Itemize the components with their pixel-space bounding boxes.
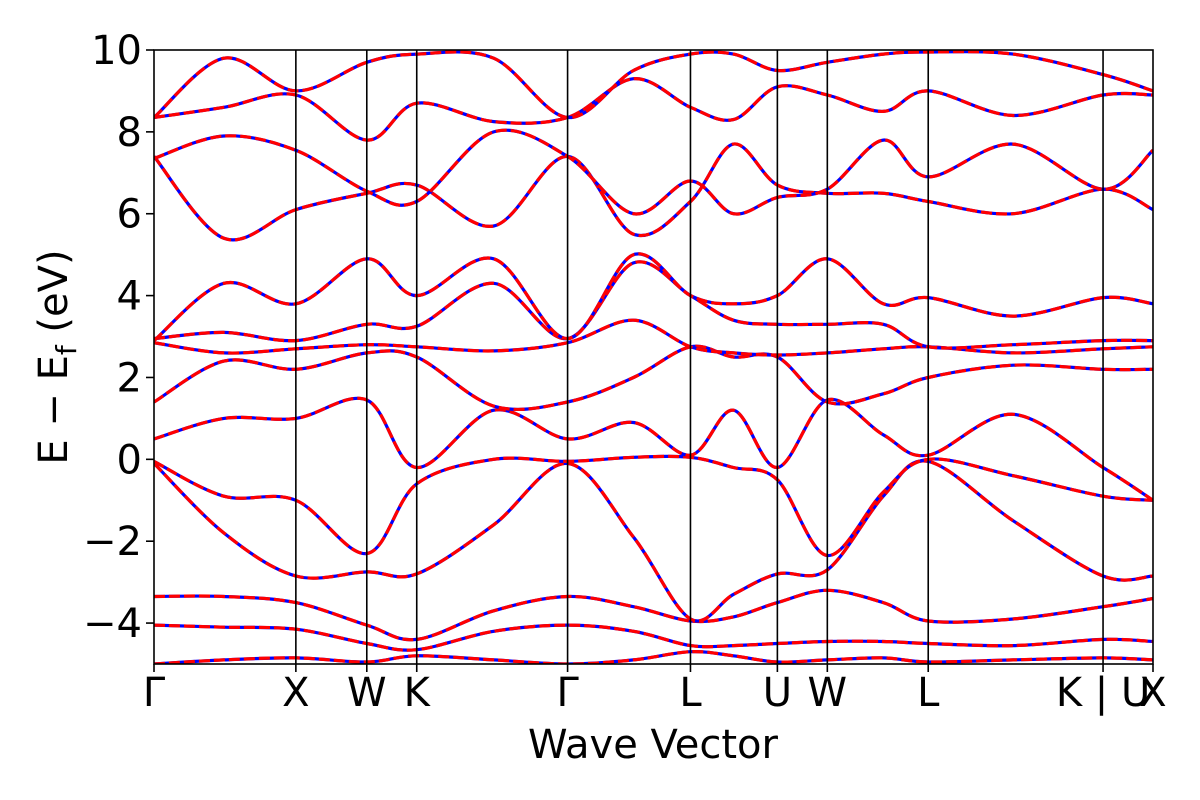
x-tick-label: L: [679, 670, 702, 716]
band-11-red-line: [154, 142, 1153, 242]
y-tick-label: 2: [117, 355, 142, 401]
x-tick-label: X: [1139, 670, 1166, 716]
band-12-red-line: [154, 128, 1153, 216]
x-tick-label: W: [347, 670, 387, 716]
x-tick-label: W: [808, 670, 848, 716]
high-symmetry-lines: [295, 50, 1104, 664]
band-14-red-line: [154, 50, 1153, 120]
y-tick-label: −4: [83, 601, 142, 647]
y-axis-label-subscript: f: [50, 344, 83, 355]
band-3-red-line: [154, 588, 1153, 642]
band-9-red-line: [154, 260, 1153, 350]
band-8-red-line: [154, 318, 1153, 357]
x-tick-label: K: [404, 670, 432, 716]
x-tick-label: K | U: [1056, 670, 1150, 716]
x-tick-label: U: [763, 670, 792, 716]
y-tick-label: 8: [117, 110, 142, 156]
x-tick-label: X: [282, 670, 309, 716]
y-tick-label: −2: [83, 519, 142, 565]
x-tick-label: L: [917, 670, 940, 716]
band-4-red-line: [154, 459, 1153, 623]
y-axis-label: E − Ef (eV): [31, 249, 83, 464]
band-10-red-line: [154, 252, 1153, 342]
y-axis-label-unit: (eV): [31, 249, 77, 345]
x-tick-label: Γ: [143, 670, 166, 716]
x-axis-label: Wave Vector: [528, 722, 779, 768]
y-axis-label-main: E − E: [31, 355, 77, 465]
plot-frame: [153, 49, 1154, 665]
band-13-red-line: [154, 77, 1153, 142]
y-tick-label: 4: [117, 274, 142, 320]
x-tick-label: Γ: [556, 670, 579, 716]
band-7-red-line: [154, 344, 1153, 412]
y-tick-label: 10: [91, 28, 142, 74]
band-1-red-line: [154, 650, 1153, 664]
y-axis-ticks: −4 −2 0 2 4 6 8 10: [83, 28, 154, 647]
y-tick-label: 6: [117, 192, 142, 238]
y-tick-label: 0: [117, 437, 142, 483]
